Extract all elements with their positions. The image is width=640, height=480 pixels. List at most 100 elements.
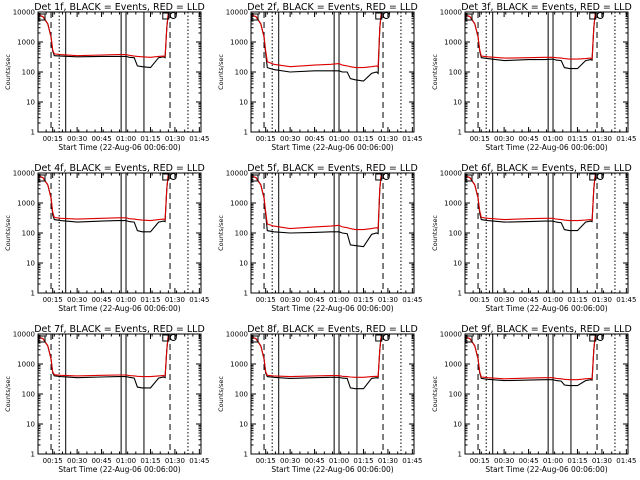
y-tick-label: 1 <box>244 129 248 137</box>
panel-title: Det 9f, BLACK = Events, RED = LLD <box>461 324 632 335</box>
end-circle-symbol <box>382 12 390 19</box>
end-box-symbol <box>162 12 170 20</box>
x-tick-label: 00:45 <box>304 457 324 465</box>
start-box-symbol <box>38 13 46 21</box>
y-tick-label: 10 <box>239 421 248 429</box>
y-tick-label: 1 <box>458 451 462 459</box>
y-tick-label: 1000 <box>230 361 248 369</box>
y-tick-label: 1 <box>31 451 35 459</box>
x-axis-label: Start Time (22-Aug-06 00:06:00) <box>485 465 607 474</box>
x-tick-label: 01:30 <box>592 457 612 465</box>
x-tick-label: 01:30 <box>165 296 185 304</box>
y-axis-label: Counts/sec <box>217 215 225 251</box>
end-box-symbol <box>375 173 383 181</box>
y-tick-label: 10000 <box>440 331 462 339</box>
series-line-lld <box>464 172 596 222</box>
panel-title: Det 1f, BLACK = Events, RED = LLD <box>34 2 205 13</box>
y-tick-label: 10000 <box>440 170 462 178</box>
plot-frame <box>37 11 202 133</box>
y-axis-label: Counts/sec <box>4 54 12 90</box>
start-box-symbol <box>465 335 473 343</box>
x-tick-label: 01:45 <box>402 135 422 143</box>
end-box-symbol <box>162 173 170 181</box>
x-tick-label: 00:45 <box>91 135 111 143</box>
panel-title: Det 6f, BLACK = Events, RED = LLD <box>461 163 632 174</box>
panel-title: Det 5f, BLACK = Events, RED = LLD <box>247 163 418 174</box>
x-tick-label: 01:15 <box>140 457 160 465</box>
y-axis-label: Counts/sec <box>217 54 225 90</box>
y-tick-label: 10000 <box>226 170 248 178</box>
x-tick-label: 00:15 <box>43 135 63 143</box>
y-axis-label: Counts/sec <box>4 215 12 251</box>
series-line-lld <box>250 172 382 231</box>
series-line-lld <box>250 11 382 69</box>
x-tick-label: 00:30 <box>67 135 87 143</box>
x-axis-label: Start Time (22-Aug-06 00:06:00) <box>58 304 180 313</box>
x-tick-label: 01:45 <box>189 457 209 465</box>
panel-title: Det 2f, BLACK = Events, RED = LLD <box>247 2 418 13</box>
end-box-symbol <box>589 334 597 342</box>
x-axis-label: Start Time (22-Aug-06 00:06:00) <box>58 465 180 474</box>
end-box-symbol <box>589 12 597 20</box>
start-box-symbol <box>251 335 259 343</box>
y-tick-label: 1 <box>31 290 35 298</box>
x-tick-label: 01:45 <box>616 296 636 304</box>
x-tick-label: 01:00 <box>543 296 563 304</box>
panel-6: Det 6f, BLACK = Events, RED = LLD 1 10 100 1… <box>431 163 636 313</box>
x-tick-label: 01:30 <box>378 457 398 465</box>
end-circle-symbol <box>169 334 177 341</box>
end-box-symbol <box>162 334 170 342</box>
y-tick-label: 10000 <box>13 170 35 178</box>
x-tick-label: 00:45 <box>518 296 538 304</box>
series-line-events <box>37 172 169 233</box>
y-axis-label: Counts/sec <box>431 54 439 90</box>
y-tick-label: 100 <box>235 230 248 238</box>
x-axis-label: Start Time (22-Aug-06 00:06:00) <box>58 143 180 152</box>
panel-title: Det 7f, BLACK = Events, RED = LLD <box>34 324 205 335</box>
x-tick-label: 01:30 <box>165 457 185 465</box>
end-circle-symbol <box>596 334 604 341</box>
x-tick-label: 01:00 <box>543 135 563 143</box>
y-tick-label: 100 <box>22 230 35 238</box>
series-line-lld <box>464 11 596 60</box>
plot-frame <box>464 172 629 294</box>
x-tick-label: 01:30 <box>592 296 612 304</box>
y-tick-label: 1000 <box>444 361 462 369</box>
series-line-lld <box>37 11 169 58</box>
y-tick-label: 1000 <box>444 200 462 208</box>
x-tick-label: 00:30 <box>494 135 514 143</box>
series-line-events <box>37 333 169 389</box>
start-box-symbol <box>465 174 473 182</box>
panel-3: Det 3f, BLACK = Events, RED = LLD 1 10 100 1… <box>431 2 636 152</box>
x-tick-label: 00:30 <box>67 296 87 304</box>
y-tick-label: 100 <box>235 391 248 399</box>
y-tick-label: 1000 <box>230 200 248 208</box>
x-tick-label: 00:30 <box>494 296 514 304</box>
series-line-events <box>250 11 382 82</box>
start-box-symbol <box>251 174 259 182</box>
x-tick-label: 01:00 <box>543 457 563 465</box>
series-line-events <box>464 11 596 70</box>
y-tick-label: 10 <box>453 99 462 107</box>
y-tick-label: 10 <box>26 260 35 268</box>
end-box-symbol <box>375 12 383 20</box>
x-tick-label: 01:15 <box>567 135 587 143</box>
x-tick-label: 00:15 <box>470 135 490 143</box>
x-tick-label: 01:30 <box>378 135 398 143</box>
y-tick-label: 10 <box>26 99 35 107</box>
end-circle-symbol <box>169 12 177 19</box>
y-tick-label: 10 <box>239 99 248 107</box>
x-tick-label: 01:45 <box>616 457 636 465</box>
x-tick-label: 00:30 <box>280 296 300 304</box>
x-tick-label: 01:00 <box>116 296 136 304</box>
end-circle-symbol <box>382 173 390 180</box>
x-tick-label: 01:15 <box>140 135 160 143</box>
series-line-lld <box>464 333 596 381</box>
y-tick-label: 1000 <box>444 39 462 47</box>
x-axis-label: Start Time (22-Aug-06 00:06:00) <box>485 304 607 313</box>
plot-frame <box>250 11 415 133</box>
y-tick-label: 1000 <box>230 39 248 47</box>
panel-2: Det 2f, BLACK = Events, RED = LLD 1 10 100 1… <box>217 2 422 152</box>
x-tick-label: 00:30 <box>280 457 300 465</box>
x-tick-label: 01:15 <box>353 457 373 465</box>
